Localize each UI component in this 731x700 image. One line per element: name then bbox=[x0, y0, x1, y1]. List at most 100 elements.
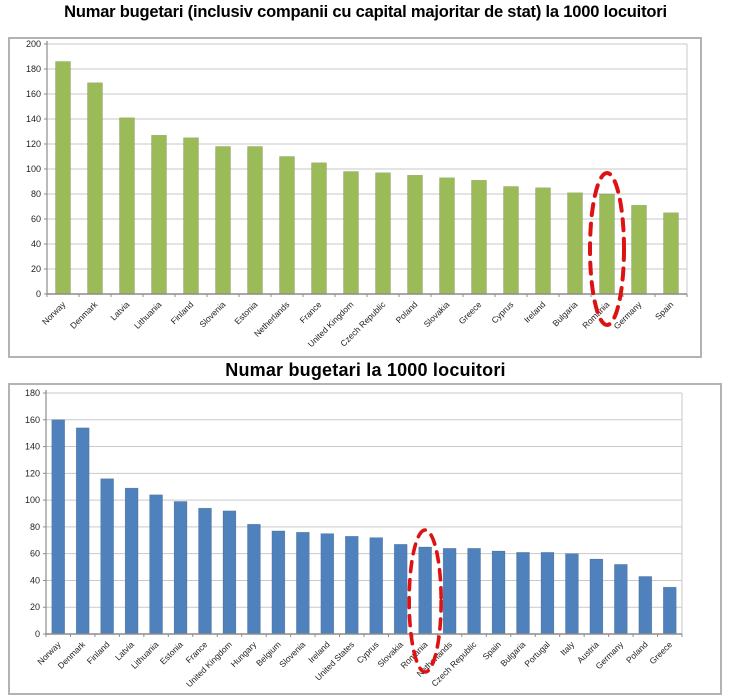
y-tick-label: 120 bbox=[26, 139, 41, 149]
bar-spain bbox=[491, 550, 506, 635]
y-tick-label: 140 bbox=[25, 442, 40, 452]
bar-spain bbox=[663, 212, 679, 295]
y-tick-label: 100 bbox=[25, 495, 40, 505]
bar-denmark bbox=[75, 427, 90, 635]
y-tick-label: 180 bbox=[26, 64, 41, 74]
bar-poland bbox=[407, 174, 423, 295]
chart2-panel: 0 20 40 60 80 100 120 140 160 180 Norway Denmark Fin… bbox=[8, 383, 722, 695]
category-label-bulgaria: Bulgaria bbox=[550, 299, 579, 328]
bar-germany bbox=[614, 564, 628, 635]
category-label-spain: Spain bbox=[481, 639, 504, 662]
bar-norway bbox=[51, 419, 66, 635]
category-label-lithuania: Lithuania bbox=[129, 639, 161, 671]
bar-cyprus bbox=[503, 186, 519, 295]
y-tick-label: 100 bbox=[26, 164, 41, 174]
bar-portugal bbox=[540, 552, 555, 635]
bar-estonia bbox=[173, 501, 188, 635]
bar-united-kingdom bbox=[343, 171, 359, 295]
category-label-poland: Poland bbox=[394, 299, 420, 325]
bar-slovakia bbox=[439, 177, 455, 295]
bar-czech-republic bbox=[375, 172, 391, 295]
bar-cyprus bbox=[369, 537, 384, 635]
category-label-france: France bbox=[298, 299, 324, 325]
chart2-canvas: 0 20 40 60 80 100 120 140 160 180 Norway Denmark Fin… bbox=[10, 385, 720, 693]
bar-latvia bbox=[124, 487, 139, 635]
chart1-title: Numar bugetari (inclusiv companii cu cap… bbox=[64, 3, 667, 21]
bar-hungary bbox=[247, 523, 261, 635]
y-tick-label: 20 bbox=[31, 264, 41, 274]
y-tick-label: 160 bbox=[25, 415, 40, 425]
bar-greece bbox=[471, 179, 487, 295]
bar-belgium bbox=[271, 530, 286, 635]
y-tick-label: 200 bbox=[26, 39, 41, 49]
bar-ireland bbox=[320, 533, 335, 635]
y-tick-label: 20 bbox=[30, 602, 40, 612]
bar-slovenia bbox=[215, 146, 231, 295]
category-label-slovakia: Slovakia bbox=[422, 299, 452, 329]
bar-latvia bbox=[119, 117, 135, 295]
category-label-bulgaria: Bulgaria bbox=[498, 639, 527, 668]
y-tick-label: 40 bbox=[30, 575, 40, 585]
bar-finland bbox=[183, 137, 199, 295]
bar-chart-svg: 0 20 40 60 80 100 120 140 160 180 200 Norway Denmark… bbox=[26, 39, 688, 349]
bar-finland bbox=[100, 478, 114, 635]
bar-estonia bbox=[247, 146, 263, 295]
category-label-greece: Greece bbox=[457, 299, 484, 326]
y-tick-label: 80 bbox=[31, 189, 41, 199]
bar-austria bbox=[589, 558, 604, 635]
bar-netherlands bbox=[279, 156, 295, 295]
category-label-germany: Germany bbox=[593, 639, 625, 671]
romania-highlight-ellipse bbox=[407, 528, 443, 674]
y-tick-label: 120 bbox=[25, 468, 40, 478]
y-tick-label: 0 bbox=[36, 289, 41, 299]
y-tick-label: 180 bbox=[25, 388, 40, 398]
category-label-greece: Greece bbox=[647, 639, 674, 666]
bar-chart-svg: 020406080100120140160180NorwayDenmarkFin… bbox=[25, 388, 683, 689]
chart1-panel: 0 20 40 60 80 100 120 140 160 180 200 Norway Denmark… bbox=[8, 37, 702, 358]
category-label-ireland: Ireland bbox=[522, 299, 548, 325]
category-label-cyprus: Cyprus bbox=[489, 299, 515, 325]
category-label-norway: Norway bbox=[40, 299, 68, 327]
bar-netherlands bbox=[442, 548, 457, 635]
category-label-portugal: Portugal bbox=[522, 639, 552, 669]
bar-bulgaria bbox=[567, 192, 583, 295]
y-tick-label: 60 bbox=[31, 214, 41, 224]
category-label-denmark: Denmark bbox=[68, 299, 100, 331]
romania-highlight-ellipse bbox=[588, 171, 626, 327]
category-label-spain: Spain bbox=[653, 299, 676, 322]
chart2-title: Numar bugetari la 1000 locuitori bbox=[225, 360, 506, 380]
bar-lithuania bbox=[151, 134, 167, 295]
bar-france bbox=[311, 162, 327, 295]
bar-romania bbox=[418, 546, 432, 635]
y-tick-label: 60 bbox=[30, 549, 40, 559]
category-label-latvia: Latvia bbox=[108, 299, 131, 322]
category-label-finland: Finland bbox=[169, 299, 196, 326]
bar-united-kingdom bbox=[222, 510, 237, 635]
bar-czech-republic bbox=[467, 548, 481, 635]
y-tick-label: 80 bbox=[30, 522, 40, 532]
category-label-poland: Poland bbox=[624, 639, 650, 665]
category-label-estonia: Estonia bbox=[232, 299, 259, 326]
category-label-hungary: Hungary bbox=[229, 639, 259, 669]
bar-denmark bbox=[87, 82, 103, 295]
y-tick-label: 40 bbox=[31, 239, 41, 249]
category-label-italy: Italy bbox=[558, 639, 577, 658]
bar-romania bbox=[599, 193, 615, 295]
category-label-lithuania: Lithuania bbox=[132, 299, 164, 331]
bar-united-states bbox=[344, 535, 359, 635]
bar-france bbox=[198, 507, 212, 635]
category-label-denmark: Denmark bbox=[56, 639, 88, 671]
category-label-slovenia: Slovenia bbox=[277, 639, 307, 669]
bar-poland bbox=[638, 576, 653, 635]
bar-slovakia bbox=[393, 543, 408, 635]
bar-germany bbox=[631, 204, 647, 295]
bar-bulgaria bbox=[516, 552, 530, 635]
y-tick-label: 160 bbox=[26, 89, 41, 99]
category-label-finland: Finland bbox=[85, 639, 112, 666]
bar-italy bbox=[565, 553, 579, 635]
bar-slovenia bbox=[296, 531, 310, 635]
y-tick-label: 140 bbox=[26, 114, 41, 124]
y-tick-label: 0 bbox=[35, 629, 40, 639]
category-label-estonia: Estonia bbox=[158, 639, 185, 666]
